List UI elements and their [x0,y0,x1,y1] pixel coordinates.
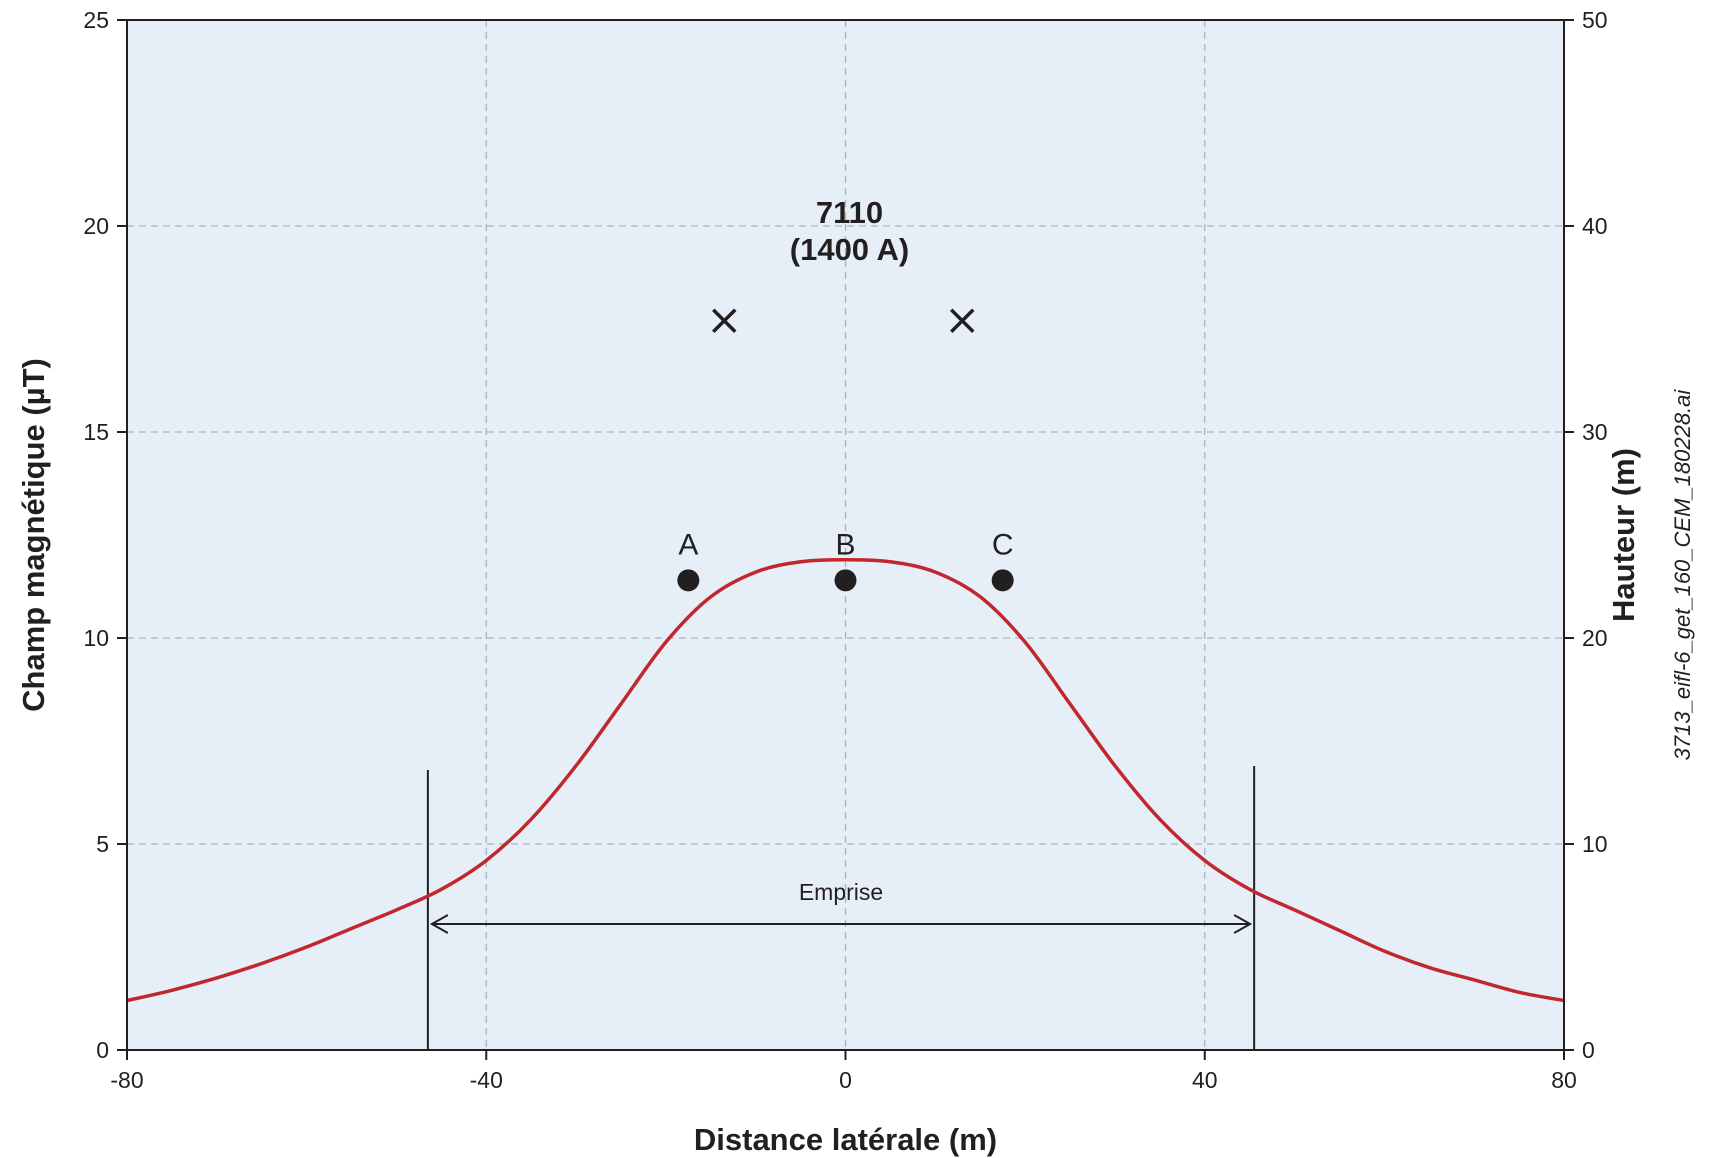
emprise-arrowhead-left [429,914,449,934]
x-axis-title: Distance latérale (m) [694,1122,997,1157]
x-tick-label: 80 [1551,1067,1577,1093]
y2-tick-label: 50 [1582,7,1608,33]
markers-group: A B C [677,308,1014,592]
measurement-point [834,569,857,592]
y-tick-label: 25 [83,7,109,33]
emprise-label: Emprise [799,879,883,905]
line-current: (1400 A) [790,232,909,267]
grid-lines [127,20,1564,1050]
y2-axis-title: Hauteur (m) [1606,448,1641,622]
y-tick-label: 5 [96,831,109,857]
measurement-point-label: A [678,528,698,561]
x-tick-label: -80 [110,1067,143,1093]
conductor-marker [712,308,737,333]
y-tick-label: 15 [83,419,109,445]
y-tick-label: 0 [96,1037,109,1063]
measurement-point [677,569,700,592]
x-tick-label: -40 [470,1067,503,1093]
y2-tick-label: 0 [1582,1037,1595,1063]
measurement-point-label: B [835,528,855,561]
conductor-marker [950,308,975,333]
y-axis-title: Champ magnétique (µT) [16,358,51,712]
x-tick-label: 0 [839,1067,852,1093]
y2-tick-label: 10 [1582,831,1608,857]
y2-tick-label: 40 [1582,213,1608,239]
series-group [126,557,1565,1003]
measurement-point [991,569,1014,592]
x-tick-label: 40 [1192,1067,1218,1093]
measurement-point-label: C [992,528,1014,561]
emprise-arrowhead-right [1233,914,1253,934]
series-line [126,557,1565,1003]
y-tick-label: 10 [83,625,109,651]
file-label: 3713_eifl-6_get_160_CEM_180228.ai [1670,389,1695,761]
emprise-annotation: Emprise [426,766,1256,1050]
y2-tick-label: 30 [1582,419,1608,445]
y2-tick-label: 20 [1582,625,1608,651]
line-title: 7110 [816,195,883,230]
y-tick-label: 20 [83,213,109,239]
